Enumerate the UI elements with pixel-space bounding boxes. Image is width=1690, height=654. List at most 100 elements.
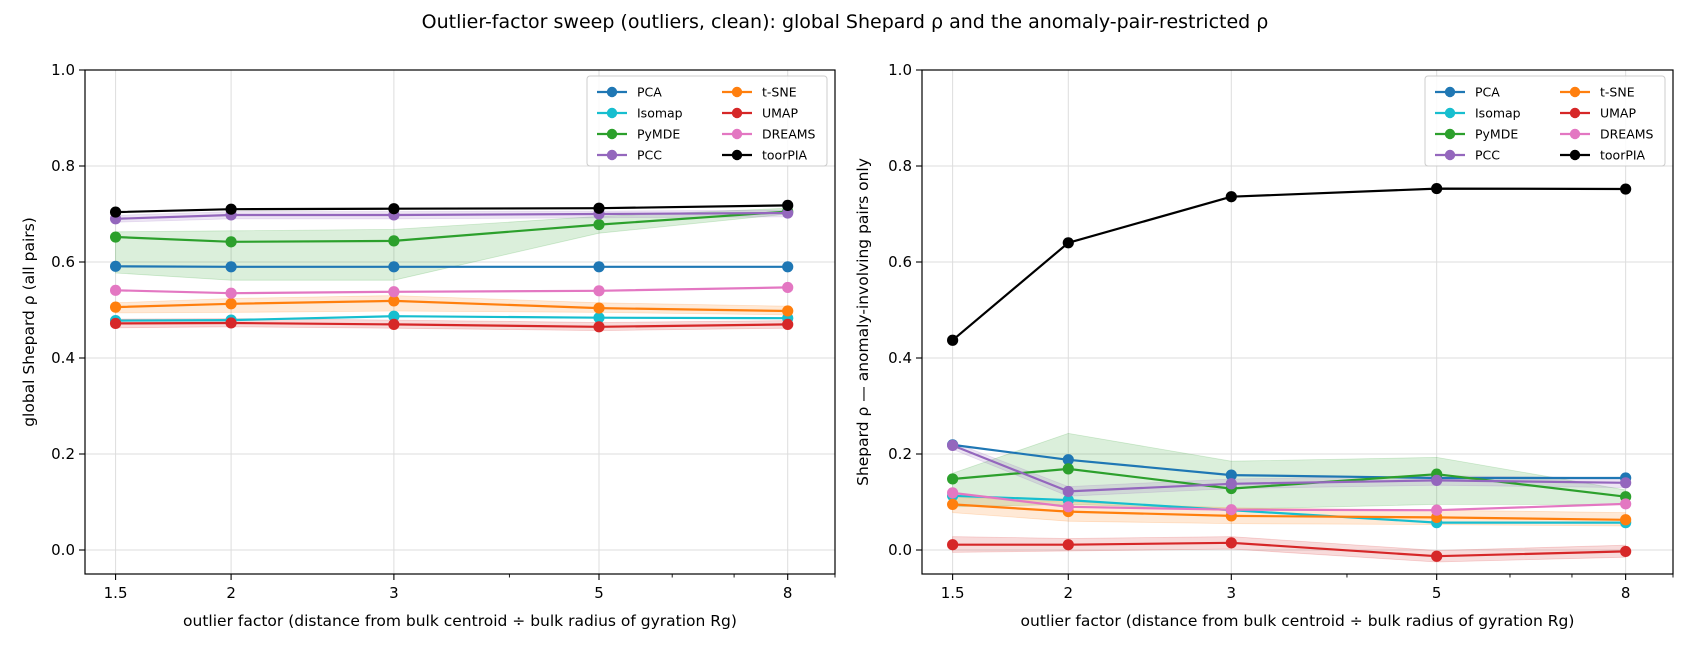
x-tick-label: 1.5	[941, 584, 965, 602]
point-toorpia	[593, 202, 605, 214]
y-tick-label: 0.8	[51, 157, 75, 175]
legend-marker	[1444, 107, 1456, 119]
y-tick-label: 0.6	[888, 253, 912, 271]
point-pca	[593, 261, 605, 273]
y-axis-label: Shepard ρ — anomaly-involving pairs only	[854, 158, 872, 486]
point-pca	[1225, 469, 1237, 481]
y-tick-label: 0.4	[51, 349, 75, 367]
legend-marker	[606, 149, 618, 161]
series-t-sne	[109, 295, 794, 317]
legend-item-dreams: DREAMS	[722, 127, 816, 142]
legend-marker	[731, 86, 743, 98]
x-axis: 1.5 2 3 5 8 outlier factor (distance from bul…	[941, 574, 1674, 630]
legend-box	[1424, 75, 1666, 167]
x-tick-label: 8	[783, 584, 793, 602]
point-toorpia	[782, 199, 794, 211]
series-dreams	[109, 281, 794, 299]
point-dreams	[1620, 498, 1632, 510]
series-toorpia	[947, 182, 1632, 346]
point-toorpia	[1431, 182, 1443, 195]
band-umap	[952, 536, 1626, 563]
left-panel-global-shepard: 1.5 2 3 5 8 outlier factor (distance from bul…	[20, 61, 836, 630]
legend-item-toorpia: toorPIA	[722, 148, 808, 163]
point-toorpia	[225, 203, 237, 215]
legend-marker	[606, 107, 618, 119]
line-pca	[115, 265, 788, 268]
legend-label: t-SNE	[762, 85, 797, 100]
legend-label: Isomap	[637, 106, 683, 121]
series-umap	[109, 317, 794, 333]
point-pymde	[109, 231, 122, 243]
point-t-sne	[225, 298, 237, 310]
point-pymde	[225, 236, 237, 248]
legend-marker	[1444, 149, 1456, 161]
confidence-bands	[952, 432, 1626, 563]
legend-label: PCA	[637, 85, 662, 100]
legend-item-t-sne: t-SNE	[722, 85, 797, 100]
legend: PCA Isomap PyMDE PCC t-SNE UMAP DREAMS toorPIA	[586, 75, 828, 167]
y-tick-label: 0.6	[51, 253, 75, 271]
legend-label: Isomap	[1475, 106, 1521, 121]
series-pca	[109, 260, 794, 273]
point-pcc	[1431, 474, 1443, 486]
point-pca	[388, 261, 400, 273]
legend-item-t-sne: t-SNE	[1560, 85, 1635, 100]
legend-item-pcc: PCC	[597, 148, 662, 163]
point-umap	[1225, 537, 1237, 549]
y-axis: 0.0 0.2 0.4 0.6 0.8 1.0 global Shepard ρ (all …	[20, 61, 85, 559]
legend: PCA Isomap PyMDE PCC t-SNE UMAP DREAMS toorPIA	[1424, 75, 1666, 167]
point-pymde	[1062, 463, 1074, 475]
point-dreams	[1062, 501, 1074, 513]
legend-item-isomap: Isomap	[1435, 106, 1521, 121]
axes-frame	[921, 69, 1674, 575]
point-pcc	[1620, 477, 1632, 489]
legend-marker	[1444, 86, 1456, 98]
point-dreams	[225, 287, 237, 299]
x-tick-label: 5	[594, 584, 604, 602]
point-dreams	[109, 284, 122, 296]
point-umap	[1062, 539, 1074, 551]
point-isomap	[388, 310, 400, 322]
point-umap	[947, 539, 959, 551]
legend-marker	[1569, 86, 1581, 98]
line-toorpia	[951, 187, 1626, 342]
legend-label: t-SNE	[1600, 85, 1635, 100]
point-t-sne	[947, 498, 959, 510]
x-tick-label: 3	[1227, 584, 1237, 602]
legend-item-pcc: PCC	[1435, 148, 1500, 163]
point-pcc	[947, 439, 959, 451]
point-t-sne	[782, 305, 794, 317]
point-umap	[388, 318, 400, 330]
point-umap	[1431, 550, 1443, 562]
x-axis-label: outlier factor (distance from bulk centr…	[183, 612, 737, 630]
point-isomap	[593, 312, 605, 324]
legend-marker	[1569, 149, 1581, 161]
legend-marker	[1444, 128, 1456, 140]
x-tick-label: 5	[1432, 584, 1442, 602]
legend-item-dreams: DREAMS	[1560, 127, 1654, 142]
legend-item-umap: UMAP	[722, 106, 798, 121]
axes-frame	[84, 69, 836, 575]
legend-label: DREAMS	[762, 127, 816, 142]
legend-item-pca: PCA	[1435, 85, 1500, 100]
x-tick-label: 3	[389, 584, 399, 602]
y-tick-label: 0.8	[888, 157, 912, 175]
legend-marker	[1569, 128, 1581, 140]
legend-marker	[606, 128, 618, 140]
legend-marker	[731, 128, 743, 140]
point-umap	[782, 318, 794, 330]
point-t-sne	[1620, 514, 1632, 526]
x-tick-label: 2	[1064, 584, 1074, 602]
y-axis-label: global Shepard ρ (all pairs)	[20, 217, 38, 427]
point-t-sne	[109, 301, 122, 313]
x-tick-label: 8	[1621, 584, 1631, 602]
point-pymde	[593, 218, 605, 231]
legend-label: toorPIA	[762, 148, 808, 163]
legend-item-isomap: Isomap	[597, 106, 683, 121]
y-tick-label: 0.2	[51, 445, 75, 463]
legend-label: toorPIA	[1600, 148, 1646, 163]
y-tick-label: 1.0	[51, 61, 75, 79]
point-t-sne	[388, 295, 400, 307]
point-dreams	[593, 285, 605, 297]
